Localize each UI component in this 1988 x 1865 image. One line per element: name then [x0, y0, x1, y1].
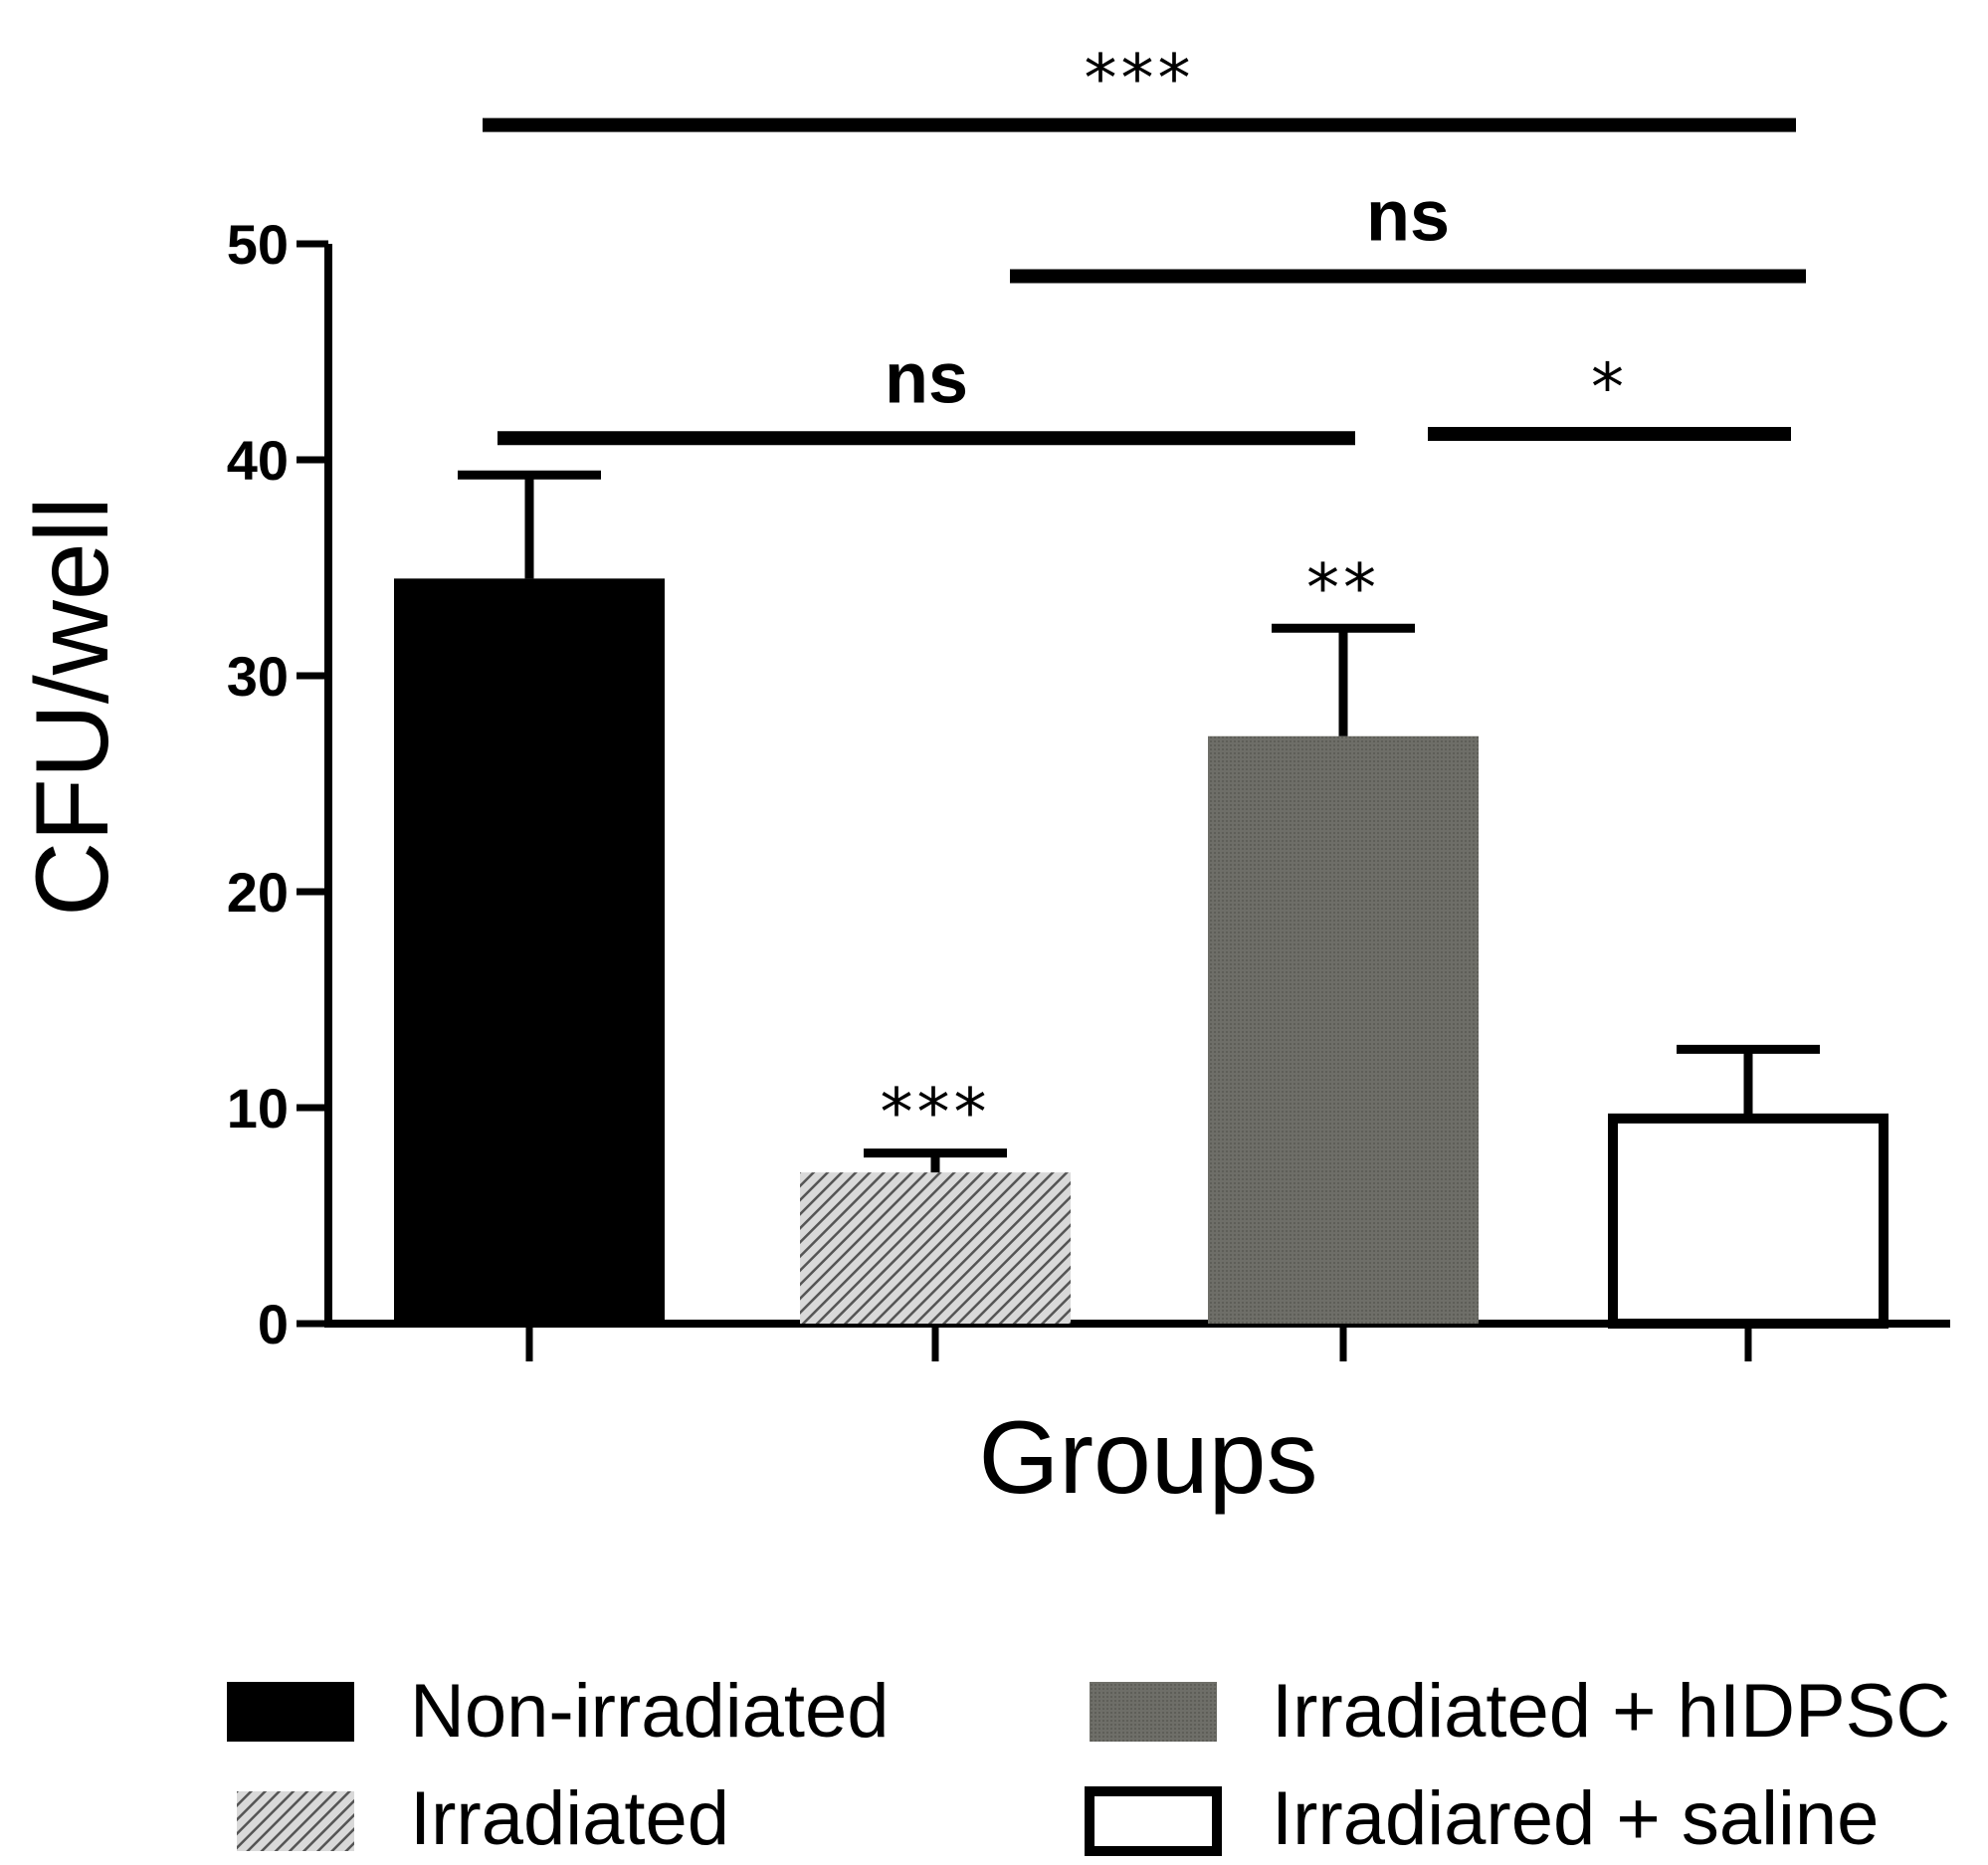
y-tick-label: 0 [258, 1293, 289, 1355]
bar-3 [1608, 1113, 1889, 1329]
bars: ***** [394, 470, 1889, 1329]
legend-label: Irradiated + hIDPSC [1272, 1669, 1950, 1754]
y-axis-label: CFU/well [15, 497, 130, 917]
legend-label: Irradiated [410, 1776, 729, 1861]
y-tick-label: 20 [227, 861, 289, 924]
legend: Non-irradiated Irradiated + hIDPSC Irradia… [227, 1669, 1950, 1861]
y-tick-label: 40 [227, 429, 289, 492]
legend-swatch [227, 1682, 354, 1742]
y-tick-label: 10 [227, 1077, 289, 1140]
y-tick-label: 30 [227, 645, 289, 708]
legend-swatch [1090, 1682, 1217, 1742]
axis-labels: CFU/well Groups [15, 497, 1318, 1516]
bar-annotation: ** [1306, 549, 1380, 626]
bar-annotation: *** [881, 1075, 991, 1151]
bar-2 [1208, 735, 1479, 1324]
legend-label: Non-irradiated [410, 1669, 890, 1754]
legend-label: Irradiared + saline [1272, 1776, 1879, 1861]
y-tick-label: 50 [227, 213, 289, 276]
legend-swatch [237, 1791, 354, 1851]
comparison-label: ns [885, 338, 968, 418]
x-axis-label: Groups [978, 1400, 1317, 1516]
comparison-label: *** [1085, 41, 1195, 117]
bar-1 [800, 1172, 1071, 1324]
bar-0 [394, 578, 665, 1324]
comparison-label: ns [1366, 177, 1450, 257]
comparison-label: * [1591, 349, 1628, 426]
significance-annotations: *** ns ns * [483, 41, 1806, 446]
legend-swatch [1085, 1786, 1222, 1856]
